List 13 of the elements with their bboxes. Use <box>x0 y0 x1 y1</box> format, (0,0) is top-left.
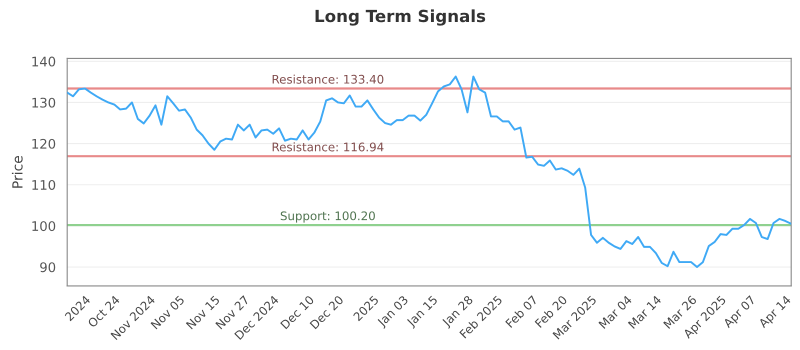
y-tick-label: 100 <box>32 221 56 232</box>
ref-line-label: Resistance: 116.94 <box>272 142 384 152</box>
y-tick-label: 140 <box>32 56 56 67</box>
y-axis-title: Price <box>12 156 23 188</box>
x-tick-label: Apr 14 <box>758 295 793 330</box>
chart-title: Long Term Signals <box>316 9 486 26</box>
line-series <box>67 76 792 268</box>
y-tick-label: 130 <box>32 98 56 108</box>
y-tick-label: 110 <box>32 180 56 190</box>
ref-line-label: Resistance: 133.40 <box>272 74 384 84</box>
ref-line-label: Support: 100.20 <box>280 211 375 223</box>
y-tick-label: 90 <box>40 262 56 272</box>
y-tick-label: 120 <box>32 138 56 149</box>
